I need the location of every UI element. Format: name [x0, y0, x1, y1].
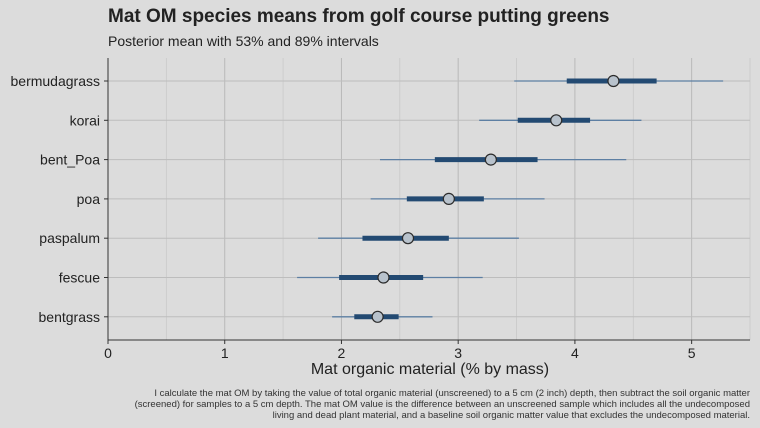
x-tick-label: 1	[221, 345, 229, 361]
chart-caption: I calculate the mat OM by taking the val…	[134, 388, 750, 421]
x-tick-label: 2	[338, 345, 346, 361]
data-marks	[297, 74, 724, 323]
point-mean-bent_Poa	[484, 153, 497, 166]
point-mean-bermudagrass	[607, 74, 620, 88]
y-tick-label-bent_Poa: bent_Poa	[40, 152, 100, 168]
y-tick-label-poa: poa	[77, 191, 101, 207]
chart-subtitle: Posterior mean with 53% and 89% interval…	[108, 33, 379, 49]
point-mean-fescue	[377, 271, 390, 284]
x-axis-title: Mat organic material (% by mass)	[311, 361, 549, 378]
y-tick-label-bentgrass: bentgrass	[39, 309, 100, 325]
x-tick-label: 3	[454, 345, 462, 361]
x-tick-label: 5	[688, 345, 696, 361]
x-tick-label: 0	[104, 345, 112, 361]
point-mean-korai	[550, 114, 563, 127]
x-tick-label: 4	[571, 345, 579, 361]
y-tick-label-korai: korai	[70, 112, 100, 128]
chart-title: Mat OM species means from golf course pu…	[108, 6, 610, 27]
y-tick-label-fescue: fescue	[59, 270, 100, 286]
point-mean-bentgrass	[371, 310, 384, 323]
y-tick-label-bermudagrass: bermudagrass	[11, 73, 101, 89]
point-mean-paspalum	[401, 232, 415, 245]
y-tick-label-paspalum: paspalum	[39, 230, 100, 246]
point-mean-poa	[442, 192, 455, 205]
